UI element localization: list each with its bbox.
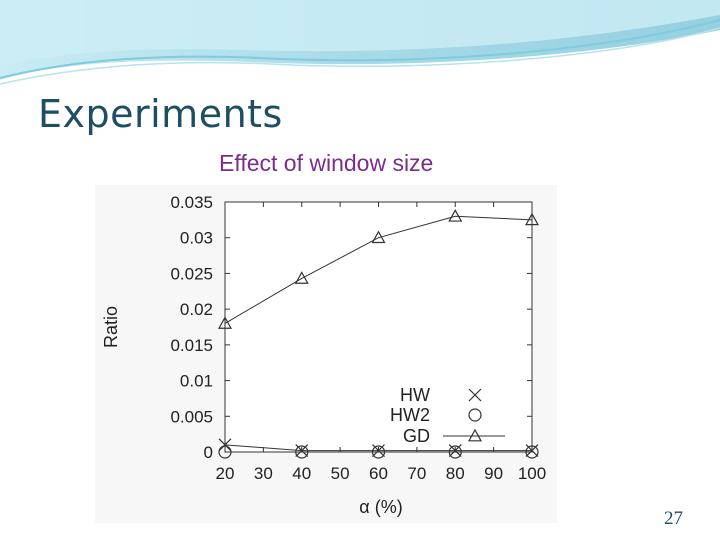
- gd-point: [448, 209, 463, 222]
- x-tick-label: 100: [518, 464, 546, 483]
- x-tick-label: 90: [484, 464, 503, 483]
- hw2-point: [448, 445, 462, 459]
- hw2-point: [525, 445, 539, 459]
- chart-title: Effect of window size: [219, 150, 434, 176]
- legend-label: HW2: [390, 405, 430, 425]
- gd-point: [524, 212, 540, 226]
- hw-point: [295, 444, 309, 457]
- axes: [224, 201, 533, 453]
- y-tick-label: 0.015: [170, 336, 213, 355]
- y-tick-label: 0.025: [170, 264, 213, 283]
- y-axis-label: Ratio: [101, 306, 121, 348]
- y-tick-label: 0.01: [180, 372, 213, 391]
- x-tick-label: 20: [216, 464, 235, 483]
- tick-labels: 0 0.005 0.01 0.015 0.02 0.025 0.03 0.035 20 30 40 5…: [170, 193, 546, 483]
- line-chart: 0 0.005 0.01 0.015 0.02 0.025 0.03 0.035 20 30 40 5…: [101, 193, 546, 517]
- x-axis-label: α (%): [359, 497, 402, 517]
- hw-point: [525, 444, 539, 457]
- slide-title: Experiments: [38, 92, 283, 136]
- hw2-point: [218, 445, 232, 459]
- x-tick-label: 60: [369, 464, 388, 483]
- legend-label: HW: [400, 385, 430, 405]
- gd-point: [217, 316, 233, 329]
- header-banner: [0, 0, 720, 85]
- series-gd: [217, 209, 540, 329]
- series-hw: [218, 438, 539, 457]
- hw-point: [218, 438, 232, 452]
- chart-panel: 0 0.005 0.01 0.015 0.02 0.025 0.03 0.035 20 30 40 5…: [95, 185, 557, 523]
- series-hw2: [218, 445, 539, 459]
- series-group: [217, 209, 540, 459]
- hw-point: [448, 444, 462, 457]
- y-tick-label: 0.005: [170, 407, 213, 426]
- x-tick-label: 30: [254, 464, 273, 483]
- hw-point: [468, 388, 482, 402]
- y-tick-label: 0.02: [180, 300, 213, 319]
- hw-point: [372, 444, 385, 457]
- y-tick-label: 0.035: [170, 193, 213, 212]
- gd-point: [371, 230, 386, 244]
- legend-label: GD: [403, 426, 430, 446]
- x-tick-label: 80: [446, 464, 465, 483]
- hw2-point: [371, 445, 386, 459]
- hw2-point: [295, 445, 309, 459]
- page-number: 27: [664, 508, 683, 529]
- y-tick-label: 0: [204, 443, 213, 462]
- x-tick-label: 40: [292, 464, 311, 483]
- plot-area: [224, 201, 533, 453]
- x-tick-label: 70: [407, 464, 426, 483]
- gd-point: [467, 428, 483, 442]
- hw2-point: [468, 408, 482, 422]
- series-line: [224, 215, 533, 324]
- gd-point: [294, 271, 309, 284]
- y-tick-label: 0.03: [180, 229, 213, 248]
- x-tick-label: 50: [331, 464, 350, 483]
